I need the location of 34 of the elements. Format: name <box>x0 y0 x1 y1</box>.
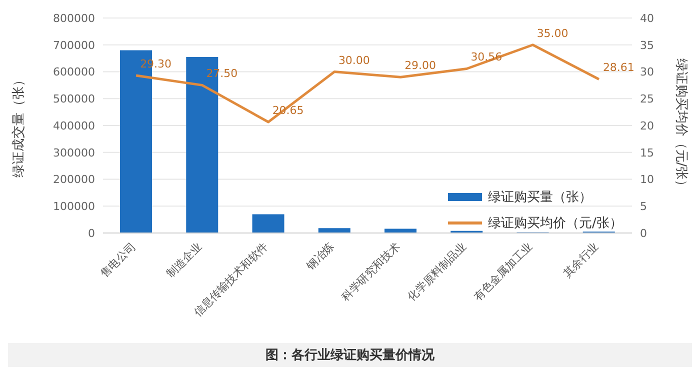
x-tick-label: 有色金属加工业 <box>471 240 535 304</box>
y-tick-label: 500000 <box>53 92 95 106</box>
y2-tick-label: 20 <box>640 119 654 132</box>
legend-label: 绿证购买均价（元/张） <box>488 215 622 232</box>
y2-tick-label: 35 <box>640 38 654 52</box>
y2-axis-title: 绿证购买均价（元/张） <box>673 58 688 193</box>
y2-tick-label: 30 <box>640 66 654 79</box>
y-tick-label: 600000 <box>53 66 95 79</box>
y-tick-label: 100000 <box>53 200 95 214</box>
y-tick-label: 200000 <box>53 173 95 186</box>
y-tick-label: 300000 <box>53 146 95 160</box>
x-tick-label: 化学原料制品业 <box>405 240 469 304</box>
y-tick-label: 0 <box>88 226 95 240</box>
y-tick-label: 800000 <box>53 12 95 25</box>
x-tick-label: 售电公司 <box>98 240 138 280</box>
x-tick-label: 其余行业 <box>560 240 602 280</box>
legend-label: 绿证购买量（张） <box>488 189 592 206</box>
y2-tick-label: 25 <box>640 92 654 106</box>
data-label: 30.00 <box>338 54 370 67</box>
x-tick-label: 制造企业 <box>164 240 204 280</box>
x-tick-label: 钢冶炼 <box>303 240 337 274</box>
data-label: 28.61 <box>602 61 634 74</box>
data-label: 35.00 <box>536 26 568 40</box>
text: 图：各行业绿证购买量价情况 <box>266 348 434 363</box>
y2-tick-label: 10 <box>640 173 654 186</box>
y2-tick-label: 40 <box>640 12 654 25</box>
y-axis-title: 绿证成交量（张） <box>10 74 27 178</box>
data-label: 29.00 <box>404 59 436 72</box>
y2-tick-label: 5 <box>640 200 647 214</box>
y-tick-label: 400000 <box>53 119 95 132</box>
y-tick-label: 700000 <box>53 38 95 52</box>
y2-tick-label: 15 <box>640 146 654 160</box>
y2-tick-label: 0 <box>640 226 647 240</box>
x-tick-label: 科学研究和技术 <box>339 240 403 304</box>
